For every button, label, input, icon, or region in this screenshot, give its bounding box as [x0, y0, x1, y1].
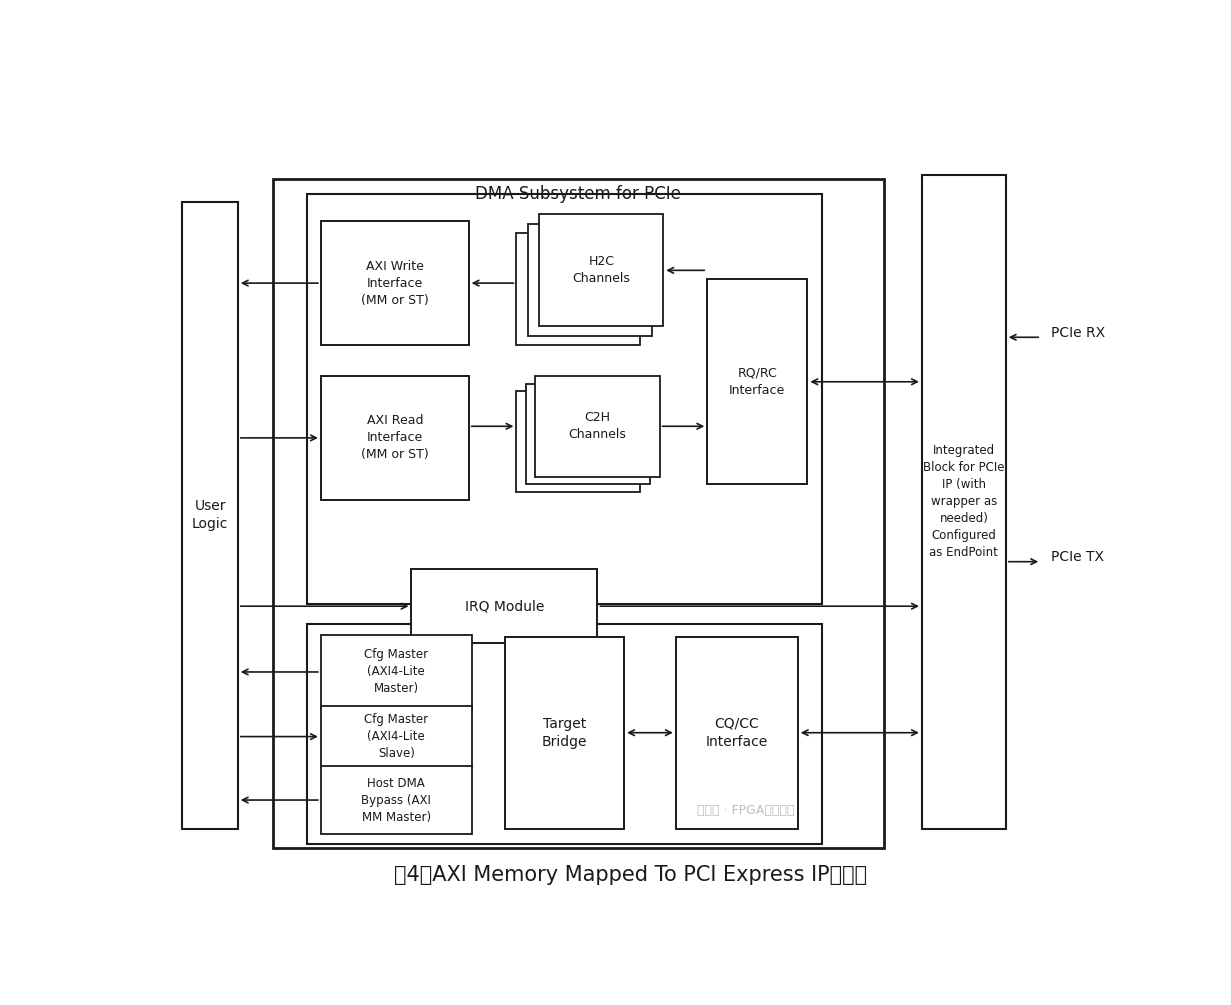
Bar — [528, 223, 652, 336]
Text: PCIe TX: PCIe TX — [1050, 550, 1104, 564]
Bar — [526, 384, 650, 484]
Bar — [182, 202, 238, 829]
Bar — [676, 637, 798, 829]
Bar — [321, 376, 469, 499]
Text: H2C
Channels: H2C Channels — [572, 255, 630, 285]
Text: 图4：AXI Memory Mapped To PCI Express IP核框图: 图4：AXI Memory Mapped To PCI Express IP核框… — [394, 865, 868, 885]
Bar — [307, 194, 822, 604]
Text: AXI Write
Interface
(MM or ST): AXI Write Interface (MM or ST) — [361, 259, 428, 307]
Text: Integrated
Block for PCIe
IP (with
wrapper as
needed)
Configured
as EndPoint: Integrated Block for PCIe IP (with wrapp… — [923, 444, 1004, 559]
Text: DMA Subsystem for PCIe: DMA Subsystem for PCIe — [475, 185, 681, 203]
Bar — [535, 376, 660, 476]
Bar — [321, 707, 471, 767]
Text: IRQ Module: IRQ Module — [465, 599, 544, 613]
Text: Target
Bridge: Target Bridge — [542, 717, 587, 749]
Bar — [411, 570, 597, 643]
Text: AXI Read
Interface
(MM or ST): AXI Read Interface (MM or ST) — [361, 414, 428, 461]
Bar — [307, 623, 822, 844]
Bar — [517, 391, 640, 492]
Bar — [707, 279, 808, 484]
Bar — [539, 214, 664, 327]
Text: CQ/CC
Interface: CQ/CC Interface — [705, 717, 768, 749]
Text: User
Logic: User Logic — [192, 499, 228, 532]
Bar — [273, 179, 884, 848]
Bar — [321, 221, 469, 345]
Text: 公众号 · FPGA技术实战: 公众号 · FPGA技术实战 — [697, 804, 794, 817]
Text: Cfg Master
(AXI4-Lite
Slave): Cfg Master (AXI4-Lite Slave) — [364, 714, 428, 760]
Bar — [505, 637, 624, 829]
Bar — [922, 175, 1006, 829]
Text: RQ/RC
Interface: RQ/RC Interface — [729, 367, 785, 397]
Bar — [321, 766, 471, 834]
Text: Cfg Master
(AXI4-Lite
Master): Cfg Master (AXI4-Lite Master) — [364, 648, 428, 695]
Bar — [517, 233, 640, 345]
Text: Host DMA
Bypass (AXI
MM Master): Host DMA Bypass (AXI MM Master) — [361, 777, 431, 823]
Text: PCIe RX: PCIe RX — [1050, 326, 1104, 340]
Text: C2H
Channels: C2H Channels — [569, 411, 627, 441]
Bar — [321, 635, 471, 709]
